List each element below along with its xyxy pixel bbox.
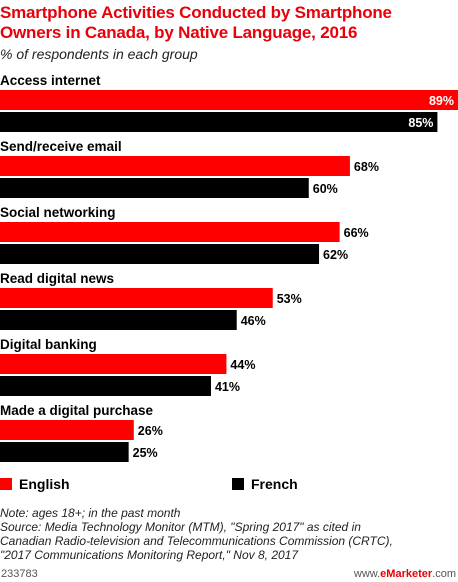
chart-id: 233783 bbox=[1, 568, 38, 580]
bar-chart: Access internet 89% 85% Send/receive email 6… bbox=[0, 73, 458, 462]
value-label-english-access-internet: 89% bbox=[429, 94, 454, 108]
value-label-english-digital-banking: 44% bbox=[230, 358, 255, 372]
chart-subtitle: % of respondents in each group bbox=[0, 46, 198, 62]
legend-item-english: English bbox=[0, 476, 70, 492]
bar-french-read-digital-news bbox=[0, 310, 237, 330]
source-line: "2017 Communications Monitoring Report,"… bbox=[0, 548, 299, 562]
bar-french-send-receive-email bbox=[0, 178, 309, 198]
brand-name: eMarketer bbox=[380, 568, 433, 580]
category-label-read-digital-news: Read digital news bbox=[0, 271, 114, 286]
chart-title: Smartphone Activities Conducted by Smart… bbox=[0, 3, 392, 42]
bar-english-read-digital-news bbox=[0, 288, 273, 308]
value-label-french-access-internet: 85% bbox=[408, 116, 433, 130]
legend-swatch-english bbox=[0, 478, 12, 490]
bar-french-made-a-digital-purchase bbox=[0, 442, 129, 462]
category-label-access-internet: Access internet bbox=[0, 73, 101, 88]
value-label-french-made-a-digital-purchase: 25% bbox=[133, 446, 158, 460]
bar-english-send-receive-email bbox=[0, 156, 350, 176]
value-label-french-social-networking: 62% bbox=[323, 248, 348, 262]
value-label-english-made-a-digital-purchase: 26% bbox=[138, 424, 163, 438]
legend-swatch-french bbox=[232, 478, 244, 490]
value-label-french-read-digital-news: 46% bbox=[241, 314, 266, 328]
value-label-english-read-digital-news: 53% bbox=[277, 292, 302, 306]
bar-english-social-networking bbox=[0, 222, 340, 242]
bar-french-access-internet bbox=[0, 112, 438, 132]
note-line: Note: ages 18+; in the past month bbox=[0, 506, 181, 520]
category-label-send-receive-email: Send/receive email bbox=[0, 139, 122, 154]
footer: 233783 www.eMarketer.com bbox=[0, 568, 458, 582]
brand-prefix: www. bbox=[353, 568, 381, 580]
bar-french-digital-banking bbox=[0, 376, 211, 396]
category-label-digital-banking: Digital banking bbox=[0, 337, 97, 352]
value-label-french-send-receive-email: 60% bbox=[313, 182, 338, 196]
legend-item-french: French bbox=[232, 476, 298, 492]
bar-english-made-a-digital-purchase bbox=[0, 420, 134, 440]
category-label-social-networking: Social networking bbox=[0, 205, 116, 220]
source-line: Source: Media Technology Monitor (MTM), … bbox=[0, 520, 361, 534]
value-label-english-send-receive-email: 68% bbox=[354, 160, 379, 174]
value-label-english-social-networking: 66% bbox=[344, 226, 369, 240]
bar-english-access-internet bbox=[0, 90, 458, 110]
source-notes: Note: ages 18+; in the past month Source… bbox=[0, 506, 452, 562]
source-line: Canadian Radio-television and Telecommun… bbox=[0, 534, 393, 548]
legend-label-english: English bbox=[19, 476, 70, 492]
category-label-made-a-digital-purchase: Made a digital purchase bbox=[0, 403, 154, 418]
bar-english-digital-banking bbox=[0, 354, 227, 374]
value-label-french-digital-banking: 41% bbox=[215, 380, 240, 394]
legend-label-french: French bbox=[251, 476, 298, 492]
brand-suffix: .com bbox=[432, 568, 456, 580]
bar-french-social-networking bbox=[0, 244, 320, 264]
legend: English French bbox=[0, 476, 450, 494]
brand-link[interactable]: www.eMarketer.com bbox=[354, 568, 456, 580]
